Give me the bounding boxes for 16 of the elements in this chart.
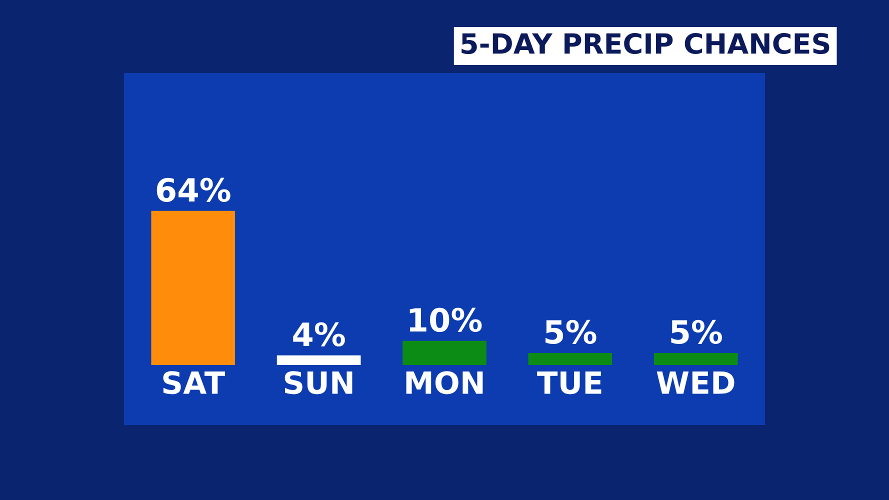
data-label: 5% [671, 320, 722, 344]
bar [402, 340, 486, 365]
data-label: 5% [546, 320, 596, 344]
bar [528, 352, 612, 365]
data-label: 64% [156, 178, 230, 202]
x-tick-label: MON [406, 371, 483, 394]
data-label: 10% [410, 308, 482, 332]
bar [276, 355, 361, 365]
x-tick-label: WED [656, 371, 734, 394]
x-tick-label: TUE [537, 371, 602, 394]
chart-title: 5-DAY PRECIP CHANCES [462, 33, 830, 54]
x-tick-label: SUN [284, 371, 352, 394]
bar [151, 210, 236, 365]
x-tick-label: SAT [163, 371, 226, 394]
bar [654, 352, 738, 365]
data-label: 4% [293, 322, 345, 346]
